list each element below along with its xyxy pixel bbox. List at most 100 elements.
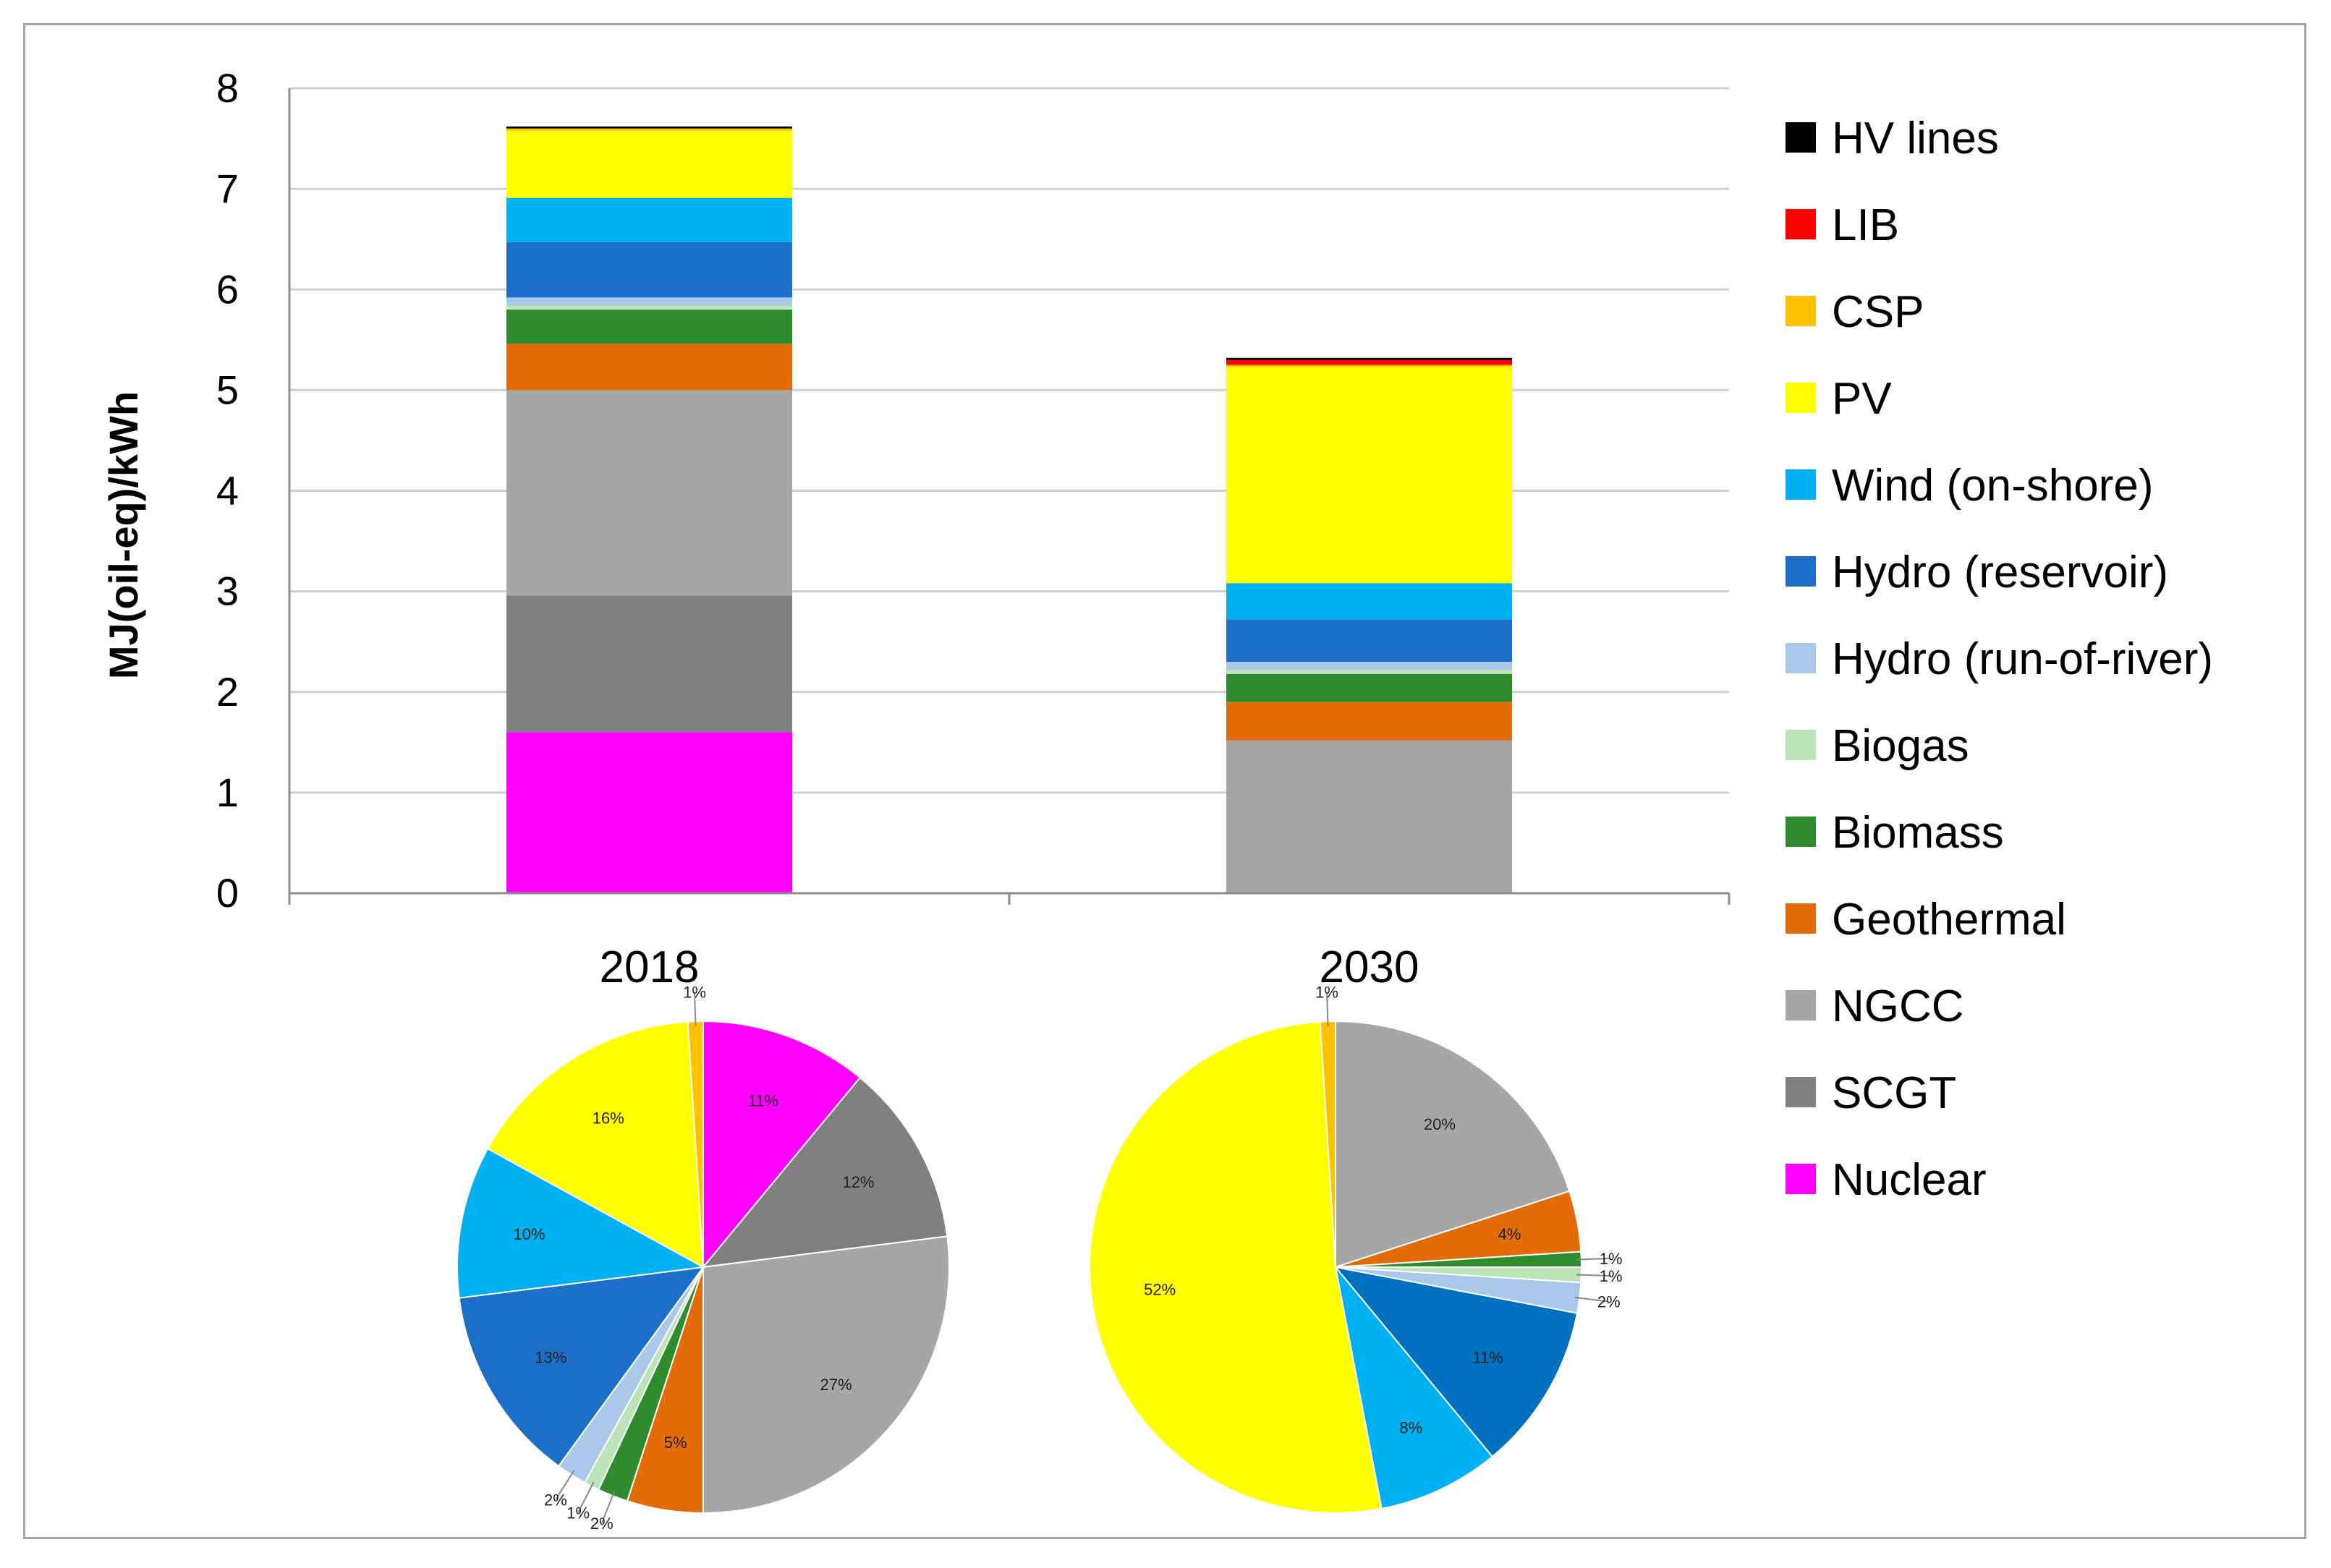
pie-slice-ngcc bbox=[1335, 1020, 1571, 1269]
legend-label-csp: CSP bbox=[1832, 287, 1924, 337]
y-tick-label: 5 bbox=[216, 367, 239, 412]
bar-segment-biogas-2030 bbox=[1226, 670, 1512, 674]
bar-segment-csp-2018 bbox=[506, 128, 792, 131]
legend-label-scgt: SCGT bbox=[1832, 1068, 1956, 1118]
pie-label-biogas: 1% bbox=[1600, 1267, 1623, 1285]
pie-slice-wind-on-shore bbox=[1335, 1266, 1494, 1510]
bar-segment-biogas-2018 bbox=[506, 305, 792, 310]
legend-swatch-nuclear bbox=[1786, 1164, 1816, 1194]
legend-label-nuclear: Nuclear bbox=[1832, 1155, 1987, 1205]
bar-segment-biomass-2018 bbox=[506, 310, 792, 344]
pie-label-pv: 16% bbox=[593, 1109, 624, 1127]
pie-leader-line bbox=[1574, 1296, 1609, 1303]
legend-swatch-biogas bbox=[1786, 730, 1816, 760]
pie-label-wind-on-shore: 10% bbox=[514, 1225, 545, 1243]
y-tick-label: 0 bbox=[216, 870, 239, 916]
bar-segment-biomass-2030 bbox=[1226, 673, 1512, 702]
bar-segment-ngcc-2018 bbox=[506, 390, 792, 596]
legend-label-lib: LIB bbox=[1832, 200, 1899, 250]
pie-slice-ngcc bbox=[702, 1235, 950, 1514]
legend-swatch-hydro-run-of-river bbox=[1786, 643, 1816, 673]
legend-swatch-hv-lines bbox=[1786, 122, 1816, 153]
pie-slice-pv bbox=[486, 1021, 705, 1269]
y-tick-labels: 0 1 2 3 4 5 6 7 8 bbox=[216, 65, 239, 916]
legend-label-hydro-reservoir: Hydro (reservoir) bbox=[1832, 547, 2168, 597]
legend-swatch-geothermal bbox=[1786, 903, 1816, 934]
legend-swatch-csp bbox=[1786, 296, 1816, 326]
pie-leader-line bbox=[1576, 1274, 1611, 1277]
stacked-bars bbox=[506, 126, 1512, 893]
category-label-2030: 2030 bbox=[1320, 942, 1419, 992]
axes bbox=[288, 88, 1731, 905]
y-tick-label: 7 bbox=[216, 166, 239, 211]
pie-label-geothermal: 5% bbox=[664, 1433, 687, 1452]
bar-segment-nuclear-2018 bbox=[506, 732, 792, 893]
pie-label-pv: 52% bbox=[1144, 1281, 1176, 1299]
legend: HV lines LIB CSP PV Wind (on-shore) Hydro (re… bbox=[1786, 114, 2213, 1205]
bar-segment-hydro-reservoir-2018 bbox=[506, 242, 792, 298]
pie-label-hydro-reservoir: 13% bbox=[535, 1349, 566, 1367]
pie-label-csp: 1% bbox=[1315, 983, 1338, 1001]
category-label-2018: 2018 bbox=[600, 942, 700, 992]
pie-slice-hydro-reservoir bbox=[458, 1266, 705, 1467]
pie-label-hydro-run-of-river: 2% bbox=[544, 1491, 567, 1509]
gridlines bbox=[289, 87, 1729, 794]
bar-segment-lib-2030 bbox=[1226, 359, 1512, 365]
legend-label-wind-on-shore: Wind (on-shore) bbox=[1832, 461, 2153, 511]
pie-2018: 11%12%27%5%2%1%2%13%10%16%1% bbox=[457, 983, 950, 1533]
pie-label-wind-on-shore: 8% bbox=[1399, 1419, 1422, 1437]
category-labels: 2018 2030 bbox=[600, 942, 1419, 992]
bar-segment-wind-on-shore-2030 bbox=[1226, 583, 1512, 620]
y-tick-label: 1 bbox=[216, 770, 239, 815]
pie-label-geothermal: 4% bbox=[1498, 1225, 1521, 1243]
bar-segment-hydro-run-of-river-2030 bbox=[1226, 662, 1512, 670]
y-tick-label: 4 bbox=[216, 468, 239, 514]
bar-segment-pv-2018 bbox=[506, 130, 792, 198]
pie-label-hydro-reservoir: 11% bbox=[1473, 1349, 1503, 1367]
bar-segment-hydro-reservoir-2030 bbox=[1226, 619, 1512, 662]
bar-segment-csp-2030 bbox=[1226, 365, 1512, 367]
pie-label-biogas: 1% bbox=[566, 1504, 590, 1522]
pie-label-hydro-run-of-river: 2% bbox=[1597, 1293, 1621, 1311]
pie-2030: 20%4%1%1%2%11%8%52%1% bbox=[1089, 983, 1623, 1514]
legend-label-hydro-run-of-river: Hydro (run-of-river) bbox=[1832, 634, 2213, 684]
pie-label-biomass: 1% bbox=[1600, 1250, 1623, 1268]
legend-swatch-wind-on-shore bbox=[1786, 469, 1816, 500]
bar-segment-ngcc-2030 bbox=[1226, 740, 1512, 893]
legend-swatch-hydro-reservoir bbox=[1786, 556, 1816, 587]
y-tick-label: 8 bbox=[216, 65, 239, 111]
pie-label-ngcc: 27% bbox=[820, 1376, 852, 1394]
pie-leader-line bbox=[1326, 992, 1329, 1026]
pie-label-csp: 1% bbox=[683, 983, 706, 1001]
y-axis-label: MJ(oil-eq)/kWh bbox=[101, 391, 146, 679]
legend-swatch-biomass bbox=[1786, 817, 1816, 847]
pie-slice-hydro-reservoir bbox=[1333, 1266, 1579, 1458]
legend-label-ngcc: NGCC bbox=[1832, 981, 1964, 1031]
legend-swatch-pv bbox=[1786, 383, 1816, 413]
bar-segment-scgt-2018 bbox=[506, 595, 792, 733]
pie-label-ngcc: 20% bbox=[1424, 1115, 1456, 1133]
legend-swatch-scgt bbox=[1786, 1077, 1816, 1107]
pie-leader-line bbox=[1576, 1258, 1611, 1261]
legend-swatch-lib bbox=[1786, 209, 1816, 239]
bar-segment-hv-lines-2030 bbox=[1226, 357, 1512, 360]
bar-segment-geothermal-2018 bbox=[506, 344, 792, 391]
bar-segment-geothermal-2030 bbox=[1226, 702, 1512, 741]
legend-label-pv: PV bbox=[1832, 374, 1892, 424]
pie-slice-pv bbox=[1089, 1021, 1383, 1514]
pie-leader-line bbox=[577, 1481, 595, 1513]
pie-label-scgt: 12% bbox=[842, 1173, 874, 1191]
pie-slice-nuclear bbox=[702, 1020, 862, 1269]
legend-swatch-ngcc bbox=[1786, 990, 1816, 1021]
bar-segment-hydro-run-of-river-2018 bbox=[506, 297, 792, 306]
pie-leader-line bbox=[555, 1470, 575, 1501]
y-tick-label: 2 bbox=[216, 669, 239, 715]
bar-segment-wind-on-shore-2018 bbox=[506, 197, 792, 242]
legend-label-biomass: Biomass bbox=[1832, 808, 2004, 858]
pie-slice-scgt bbox=[701, 1076, 948, 1269]
pie-slice-wind-on-shore bbox=[457, 1147, 706, 1299]
bar-segment-pv-2030 bbox=[1226, 367, 1512, 584]
pie-leader-line bbox=[600, 1491, 616, 1524]
legend-label-geothermal: Geothermal bbox=[1832, 895, 2066, 945]
